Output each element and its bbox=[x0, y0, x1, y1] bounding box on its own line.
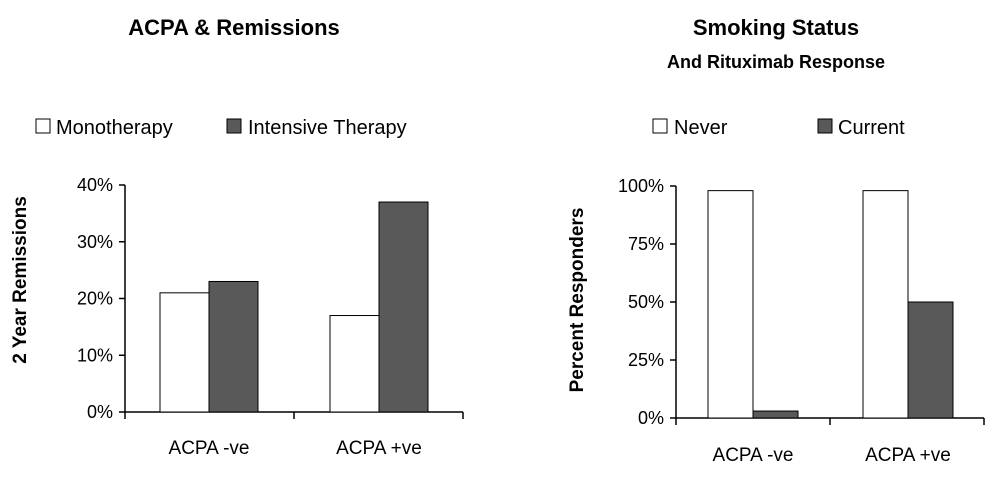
y-tick-label: 30% bbox=[77, 232, 113, 252]
chart-title: Smoking Status bbox=[693, 15, 859, 40]
x-category-label: ACPA -ve bbox=[713, 445, 794, 466]
y-tick-label: 0% bbox=[638, 408, 664, 428]
y-tick-label: 50% bbox=[628, 292, 664, 312]
chart-subtitle: And Rituximab Response bbox=[667, 52, 885, 72]
chart-2: Smoking Status And Rituximab Response Neve… bbox=[567, 15, 985, 466]
y-tick-label: 100% bbox=[618, 176, 664, 196]
bar-2-1 bbox=[752, 410, 799, 419]
y-tick-label: 40% bbox=[77, 175, 113, 195]
y-tick-label: 0% bbox=[87, 402, 113, 422]
legend-swatch-2 bbox=[817, 118, 833, 134]
bar-1-2 bbox=[329, 315, 380, 413]
x-category-label: ACPA +ve bbox=[865, 445, 951, 466]
y-axis-label: Percent Responders bbox=[567, 208, 588, 393]
legend: Never Current bbox=[652, 117, 905, 139]
y-tick-label: 10% bbox=[77, 345, 113, 365]
legend-swatch-2 bbox=[226, 118, 242, 134]
legend: Monotherapy Intensive Therapy bbox=[35, 117, 407, 139]
x-category-label: ACPA +ve bbox=[336, 438, 422, 459]
bar-1-2 bbox=[862, 190, 909, 419]
y-tick-label: 25% bbox=[628, 350, 664, 370]
y-tick-label: 20% bbox=[77, 289, 113, 309]
bar-1-1 bbox=[159, 292, 210, 413]
legend-label-2: Current bbox=[838, 117, 905, 139]
legend-label-1: Monotherapy bbox=[56, 117, 173, 139]
y-axis-label: 2 Year Remissions bbox=[10, 196, 31, 364]
bar-2-2 bbox=[907, 301, 954, 419]
legend-swatch-1 bbox=[652, 118, 668, 134]
legend-label-2: Intensive Therapy bbox=[248, 117, 407, 139]
x-category-label: ACPA -ve bbox=[169, 438, 250, 459]
bar-1-1 bbox=[707, 190, 754, 419]
chart-title: ACPA & Remissions bbox=[128, 15, 340, 40]
chart-1: ACPA & Remissions Monotherapy Intensive Th… bbox=[10, 15, 464, 459]
legend-label-1: Never bbox=[674, 117, 728, 139]
legend-swatch-1 bbox=[35, 118, 51, 134]
bar-2-1 bbox=[208, 280, 259, 413]
bar-2-2 bbox=[378, 201, 429, 413]
y-tick-label: 75% bbox=[628, 234, 664, 254]
